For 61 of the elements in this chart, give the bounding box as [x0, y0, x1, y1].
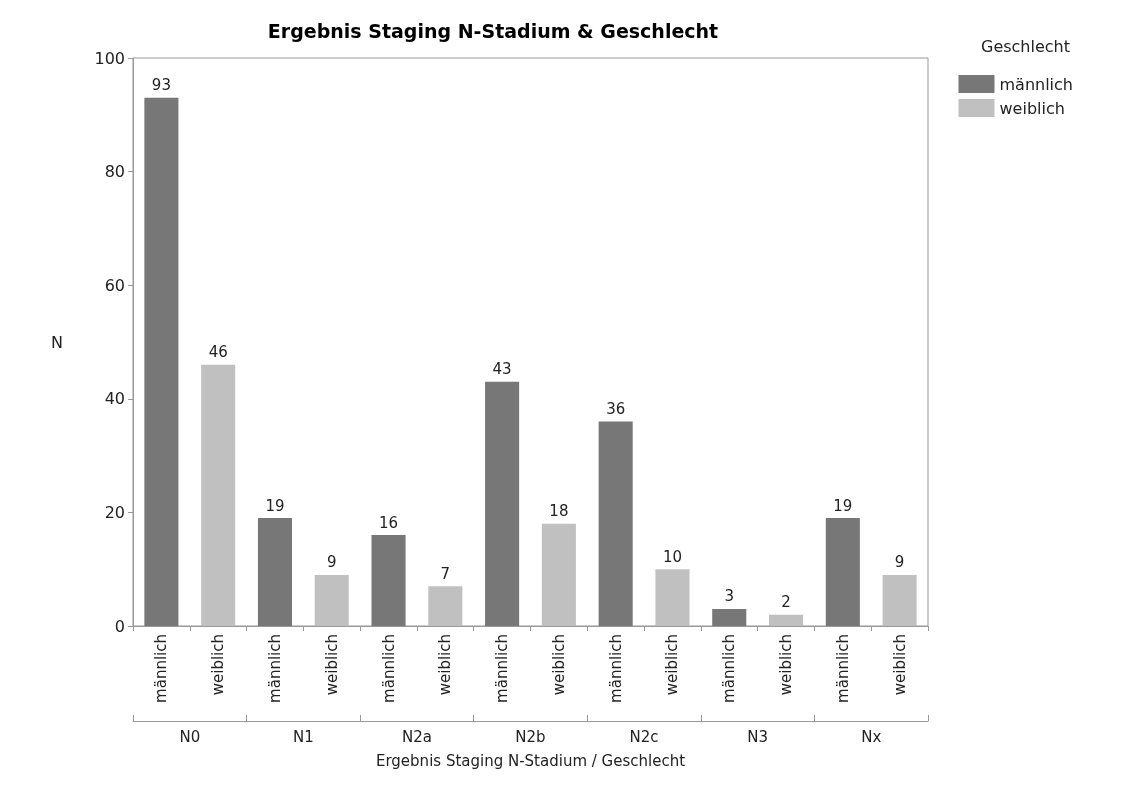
bar: [201, 364, 236, 626]
y-tick-label: 80: [104, 162, 125, 182]
text: männlich: [265, 634, 284, 703]
text: männlich: [379, 634, 398, 703]
text: männlich: [833, 634, 852, 703]
text: weiblich: [549, 634, 568, 696]
bar: [371, 535, 406, 626]
text: weiblich: [436, 634, 455, 696]
y-tick-label: 0: [114, 616, 125, 636]
text: männlich: [493, 634, 512, 703]
x-tick-label: N2c: [629, 727, 659, 746]
x-axis-title: Ergebnis Staging N-Stadium / Geschlecht: [375, 751, 686, 770]
legend-title: Geschlecht: [980, 36, 1070, 56]
data-label: 19: [833, 496, 853, 515]
x-tick-label: N0: [179, 727, 201, 746]
bar: [712, 608, 747, 626]
text: männlich: [606, 634, 625, 703]
bar: [144, 97, 179, 626]
data-label: 18: [549, 502, 569, 521]
y-tick-label: 60: [104, 275, 125, 295]
text: weiblich: [777, 634, 796, 696]
data-label: 19: [265, 496, 285, 515]
bar: [655, 569, 690, 626]
data-label: 9: [894, 553, 905, 572]
bar: [314, 574, 349, 626]
text: weiblich: [209, 634, 228, 696]
data-label: 93: [151, 76, 171, 95]
y-tick-label: 100: [94, 48, 125, 68]
bar: [485, 381, 520, 626]
x-tick-label: N2a: [401, 727, 432, 746]
y-tick-label: 40: [104, 389, 125, 409]
x-tick-label: N1: [292, 727, 314, 746]
data-label: 9: [326, 553, 337, 572]
data-label: 46: [208, 343, 228, 362]
data-label: 36: [606, 400, 626, 419]
data-label: 7: [440, 564, 451, 583]
text: weiblich: [322, 634, 341, 696]
data-label: 16: [378, 513, 399, 532]
bar: [598, 421, 633, 626]
data-label: 10: [662, 547, 683, 566]
chart-title: Ergebnis Staging N-Stadium & Geschlecht: [267, 19, 719, 42]
y-axis-title: N: [51, 332, 63, 352]
legend-label: weiblich: [999, 98, 1065, 118]
legend-label: männlich: [999, 74, 1073, 94]
bar: [428, 586, 463, 626]
data-label: 2: [781, 593, 791, 612]
bar: [882, 574, 917, 626]
x-tick-label: N3: [747, 727, 769, 746]
text: weiblich: [663, 634, 682, 696]
bar: [257, 518, 292, 626]
bar: [541, 523, 576, 626]
x-tick-label: N2b: [515, 727, 546, 746]
bar: [769, 614, 804, 626]
y-tick-label: 20: [104, 502, 125, 522]
x-tick-label: Nx: [861, 727, 882, 746]
text: männlich: [720, 634, 739, 703]
data-label: 43: [492, 360, 512, 379]
text: weiblich: [890, 634, 909, 696]
text: männlich: [152, 634, 171, 703]
bar: [825, 518, 860, 626]
data-label: 3: [724, 587, 735, 606]
